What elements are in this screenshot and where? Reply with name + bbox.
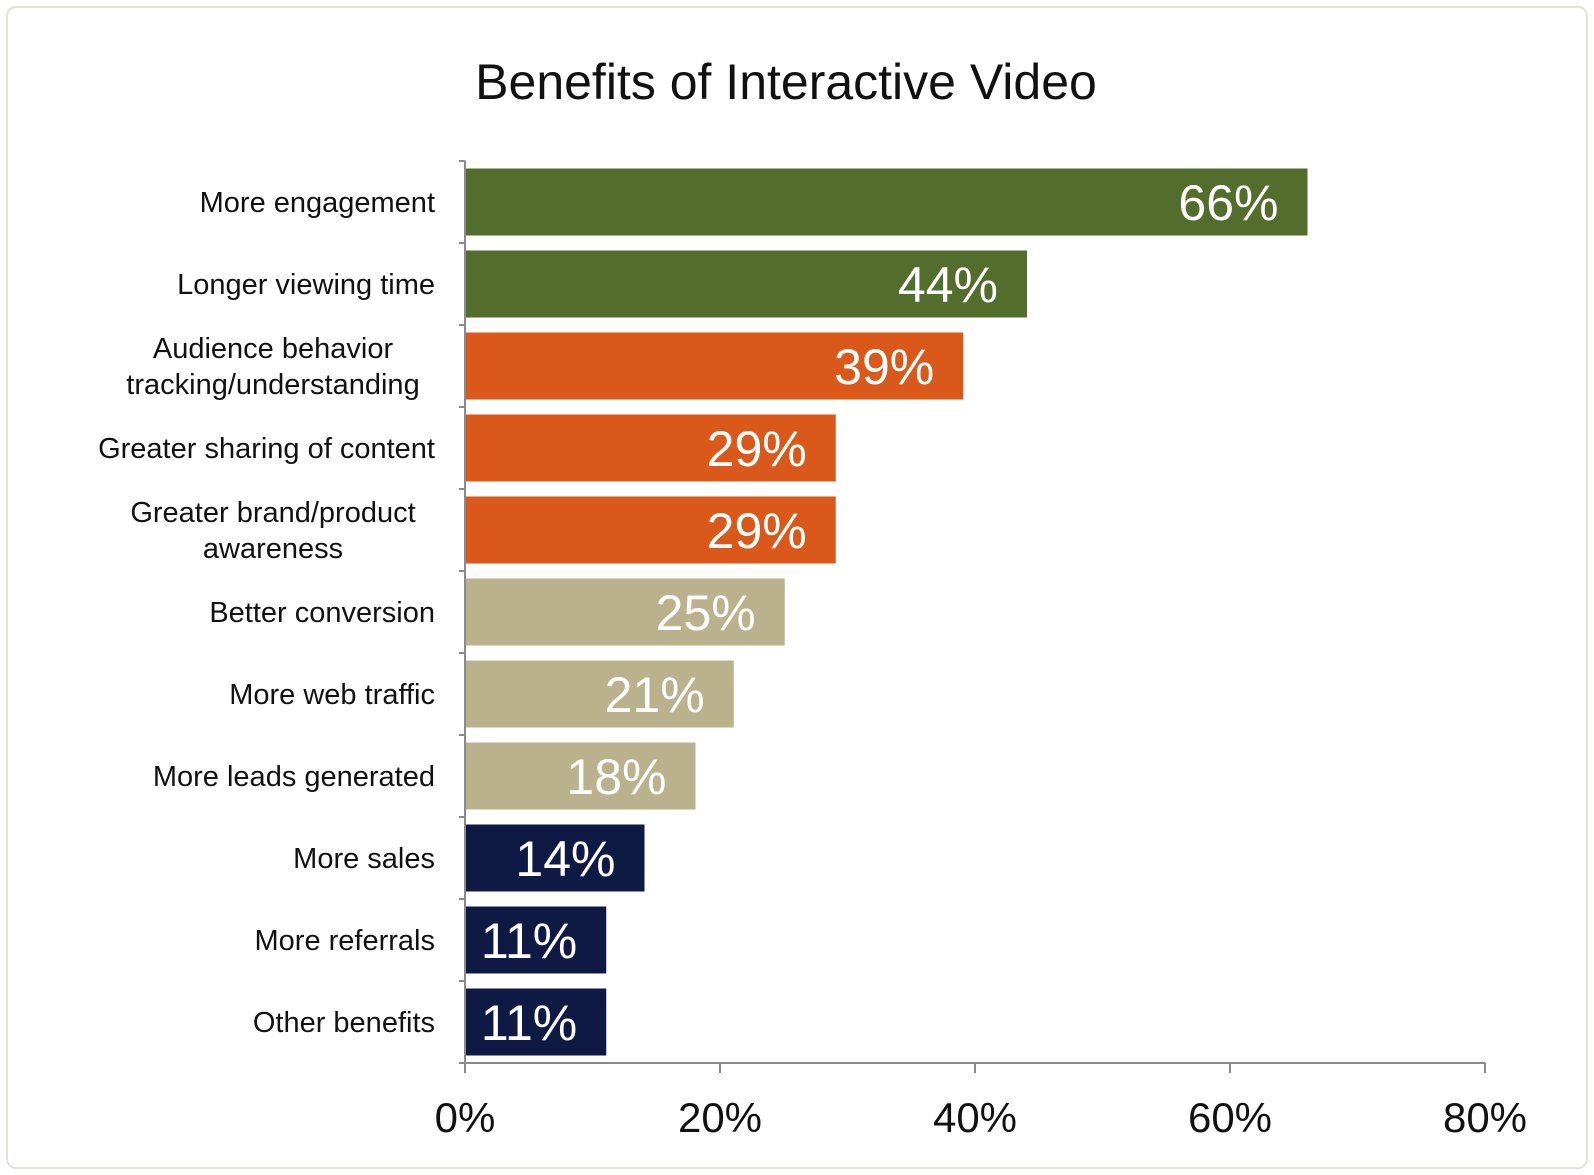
chart-title: Benefits of Interactive Video xyxy=(475,54,1097,110)
data-label-9: 11% xyxy=(481,913,577,969)
data-label-4: 29% xyxy=(707,503,807,559)
category-label-4-line-0: Greater brand/product xyxy=(130,497,415,529)
category-label-3: Greater sharing of content xyxy=(98,433,435,465)
bar-4 xyxy=(466,496,836,564)
x-tick-label-3: 60% xyxy=(1188,1094,1272,1141)
data-label-0: 66% xyxy=(1178,175,1278,231)
x-tick-label-4: 80% xyxy=(1443,1094,1527,1141)
data-label-7: 18% xyxy=(566,749,666,805)
x-tick-label-2: 40% xyxy=(933,1094,1017,1141)
data-label-2: 39% xyxy=(834,339,934,395)
category-label-7: More leads generated xyxy=(153,761,435,793)
category-label-1: Longer viewing time xyxy=(177,269,435,301)
data-label-6: 21% xyxy=(605,667,705,723)
x-tick-label-0: 0% xyxy=(435,1094,496,1141)
data-label-1: 44% xyxy=(898,257,998,313)
data-label-5: 25% xyxy=(656,585,756,641)
category-label-2-line-1: tracking/understanding xyxy=(126,369,419,401)
bar-7 xyxy=(466,742,696,810)
category-label-0: More engagement xyxy=(200,187,435,219)
bar-10 xyxy=(466,988,607,1056)
category-label-4-line-1: awareness xyxy=(203,533,343,565)
data-label-3: 29% xyxy=(707,421,807,477)
bar-2 xyxy=(466,332,964,400)
bar-6 xyxy=(466,660,734,728)
bar-5 xyxy=(466,578,785,646)
category-label-5: Better conversion xyxy=(209,597,435,629)
bar-3 xyxy=(466,414,836,482)
chart: Benefits of Interactive Video 66% More en… xyxy=(98,54,1527,1141)
category-label-9: More referrals xyxy=(255,925,436,957)
bar-8 xyxy=(466,824,645,892)
chart-frame: Benefits of Interactive Video 66% More en… xyxy=(6,6,1588,1169)
category-label-10: Other benefits xyxy=(253,1007,435,1039)
bar-1 xyxy=(466,250,1027,318)
x-tick-label-1: 20% xyxy=(678,1094,762,1141)
category-label-6: More web traffic xyxy=(229,679,435,711)
bar-9 xyxy=(466,906,607,974)
data-label-8: 14% xyxy=(515,831,615,887)
data-label-10: 11% xyxy=(481,995,577,1051)
bar-0 xyxy=(466,168,1308,236)
category-label-2-line-0: Audience behavior xyxy=(153,333,394,365)
category-label-8: More sales xyxy=(293,843,435,875)
